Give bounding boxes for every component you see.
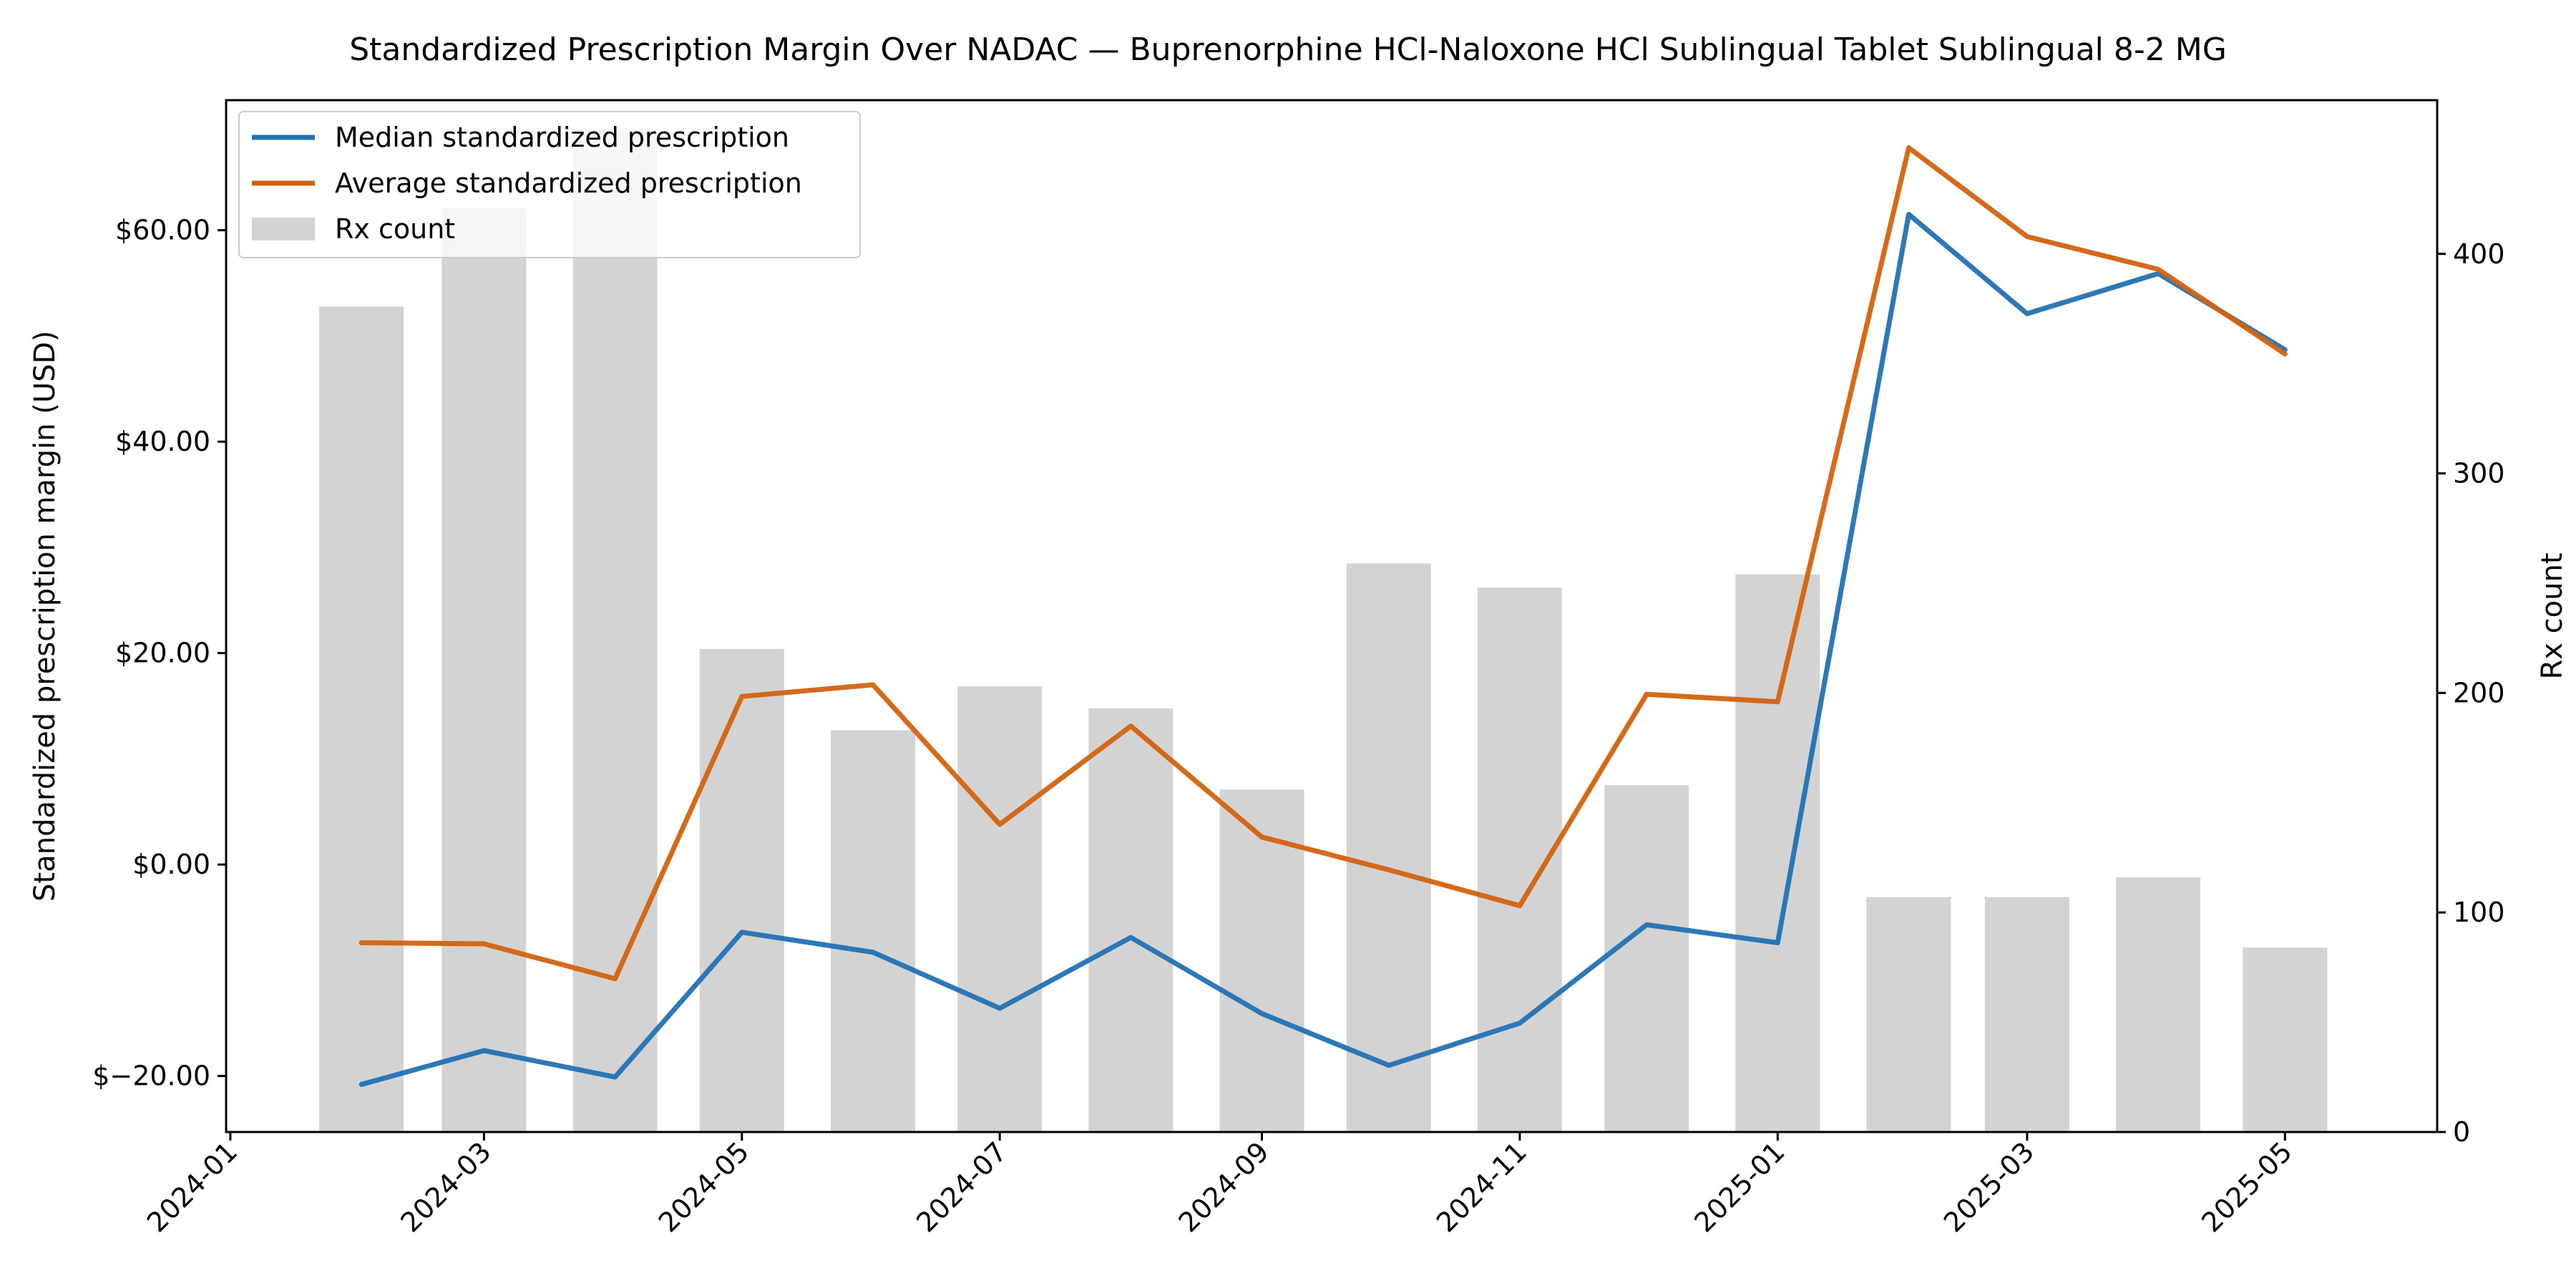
rx-count-bar	[1984, 897, 2069, 1132]
x-axis: 2024-01 2024-03 2024-05 2024-07 2024-09 2024-…	[141, 1132, 2298, 1239]
y-right-tick-label: 0	[2453, 1116, 2470, 1148]
x-tick-label: 2024-11	[1430, 1136, 1533, 1238]
series-lines	[358, 145, 2288, 1087]
rx-count-bar	[1604, 785, 1689, 1132]
rx-count-bar	[1219, 789, 1304, 1132]
legend: Median standardized prescription Average …	[238, 111, 861, 258]
legend-swatch-rx-count	[252, 218, 315, 240]
rx-count-bar	[1735, 574, 1820, 1132]
rx-count-bar	[2116, 877, 2201, 1132]
y-left-tick-label: $20.00	[115, 638, 210, 669]
rx-count-bars	[319, 128, 2328, 1132]
rx-count-bar	[699, 649, 784, 1132]
x-tick-label: 2025-01	[1688, 1136, 1790, 1238]
x-tick-label: 2024-09	[1172, 1136, 1274, 1238]
y-axis-right: 0 100 200 300 400	[2437, 238, 2505, 1148]
rx-count-bar	[1346, 563, 1431, 1132]
y-right-tick-label: 200	[2453, 677, 2505, 708]
rx-count-bar	[957, 686, 1043, 1132]
average-series-line	[358, 145, 2288, 982]
legend-label-median: Median standardized prescription	[335, 122, 789, 153]
rx-count-bar	[2243, 947, 2328, 1132]
legend-label-rx-count: Rx count	[335, 213, 455, 245]
rx-count-bar	[1866, 897, 1951, 1132]
chart-title: Standardized Prescription Margin Over NA…	[349, 31, 2227, 68]
rx-count-bar	[831, 730, 915, 1132]
y-axis-left: $−20.00 $0.00 $20.00 $40.00 $60.00	[92, 215, 226, 1092]
x-tick-label: 2025-03	[1938, 1136, 2040, 1238]
x-tick-label: 2024-01	[141, 1136, 243, 1238]
rx-count-bar	[319, 306, 404, 1132]
plot-frame	[225, 99, 2439, 1133]
y-right-tick-label: 400	[2453, 238, 2505, 270]
y-axis-right-label: Rx count	[2536, 552, 2569, 679]
x-tick-label: 2024-07	[910, 1136, 1013, 1238]
rx-count-bar	[1088, 708, 1174, 1132]
legend-label-average: Average standardized prescription	[335, 167, 802, 199]
rx-count-bar	[441, 208, 527, 1132]
x-tick-label: 2024-03	[394, 1136, 497, 1238]
y-right-tick-label: 100	[2453, 897, 2505, 928]
x-tick-label: 2025-05	[2195, 1136, 2298, 1238]
y-right-tick-label: 300	[2453, 458, 2505, 489]
y-left-tick-label: $−20.00	[92, 1060, 210, 1092]
y-left-tick-label: $0.00	[132, 849, 210, 880]
x-tick-label: 2024-05	[653, 1136, 755, 1238]
y-axis-left-label: Standardized prescription margin (USD)	[29, 331, 62, 902]
median-series-line	[358, 212, 2288, 1087]
y-left-tick-label: $40.00	[115, 426, 210, 457]
y-left-tick-label: $60.00	[115, 215, 210, 246]
rx-count-bar	[572, 128, 658, 1132]
legend-box	[238, 111, 861, 258]
